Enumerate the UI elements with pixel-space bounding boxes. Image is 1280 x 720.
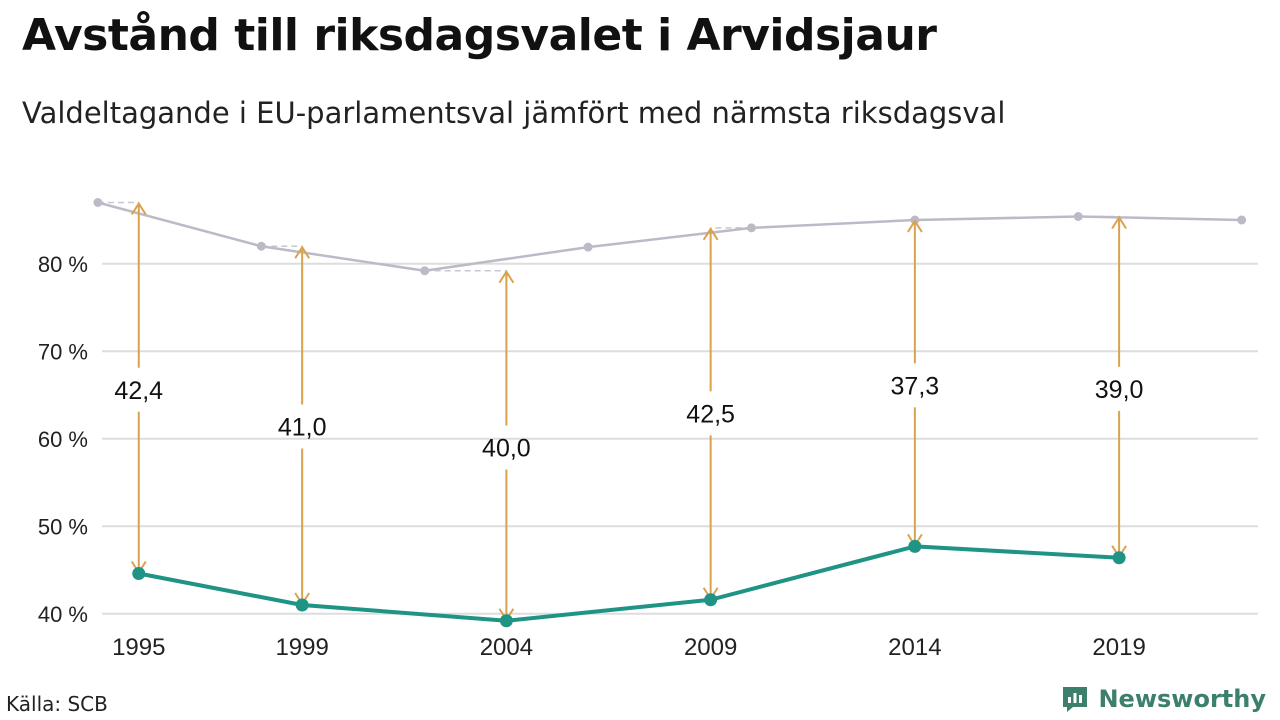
eu-point bbox=[908, 539, 922, 553]
x-tick-label: 1999 bbox=[275, 634, 328, 661]
y-axis: 40 % 50 % 60 % 70 % 80 % bbox=[38, 252, 88, 627]
riksdagsval-point bbox=[583, 242, 593, 252]
eu-point bbox=[132, 567, 146, 580]
y-tick-label: 50 % bbox=[38, 514, 88, 539]
gap-value-label: 37,3 bbox=[891, 372, 940, 400]
reference-dashes bbox=[97, 201, 1120, 272]
chart-title: Avstånd till riksdagsvalet i Arvidsjaur bbox=[22, 10, 937, 61]
y-tick-label: 80 % bbox=[38, 252, 88, 277]
x-tick-label: 1995 bbox=[112, 634, 165, 661]
eu-point bbox=[1112, 551, 1126, 565]
riksdagsval-point bbox=[420, 266, 430, 276]
gridlines bbox=[102, 262, 1258, 615]
arrow-head-up bbox=[907, 219, 923, 233]
gap-value-label: 41,0 bbox=[278, 414, 327, 442]
gap-value-label: 40,0 bbox=[482, 435, 531, 463]
arrow-head-up bbox=[498, 269, 515, 284]
gap-value-label: 42,4 bbox=[114, 377, 163, 405]
eu-series bbox=[132, 539, 1126, 628]
x-tick-label: 2019 bbox=[1092, 634, 1145, 661]
arrow-head-up bbox=[1111, 215, 1127, 230]
riksdagsval-series bbox=[93, 198, 1247, 276]
gap-value-label: 39,0 bbox=[1095, 376, 1144, 404]
newsworthy-logo-icon bbox=[1063, 687, 1088, 712]
source-note: Källa: SCB bbox=[6, 692, 108, 716]
riksdagsval-point bbox=[256, 241, 266, 251]
gap-value-label: 42,5 bbox=[686, 400, 735, 428]
gap-arrow: 42,4 bbox=[114, 201, 163, 575]
gap-arrow: 40,0 bbox=[482, 269, 531, 622]
riksdagsval-point bbox=[93, 198, 103, 207]
gap-arrow: 37,3 bbox=[891, 219, 940, 548]
gap-arrows: 42,4 41,0 40,0 42,5 37,3 39,0 bbox=[114, 201, 1144, 622]
eu-line bbox=[138, 544, 1120, 623]
y-tick-label: 70 % bbox=[38, 339, 88, 364]
riksdagsval-point bbox=[746, 223, 756, 233]
chart-subtitle: Valdeltagande i EU-parlamentsval jämfört… bbox=[22, 96, 1006, 130]
x-tick-label: 2004 bbox=[480, 634, 533, 661]
y-tick-label: 40 % bbox=[38, 602, 88, 627]
arrow-head-up bbox=[130, 201, 147, 216]
y-tick-label: 60 % bbox=[38, 427, 88, 452]
brand-name: Newsworthy bbox=[1098, 685, 1266, 713]
arrow-head-up bbox=[702, 227, 719, 241]
gap-arrow: 42,5 bbox=[686, 227, 735, 601]
arrow-head-up bbox=[294, 245, 310, 259]
riksdagsval-point bbox=[1237, 215, 1247, 225]
eu-point bbox=[295, 598, 309, 612]
riksdagsval-line bbox=[97, 201, 1242, 272]
x-tick-label: 2014 bbox=[888, 634, 941, 661]
x-tick-label: 2009 bbox=[684, 634, 737, 661]
x-axis: 1995 1999 2004 2009 2014 2019 bbox=[112, 634, 1146, 661]
eu-point bbox=[499, 614, 513, 628]
riksdagsval-point bbox=[1073, 212, 1083, 221]
eu-point bbox=[704, 593, 718, 607]
gap-arrow: 39,0 bbox=[1095, 215, 1144, 559]
gap-arrow: 41,0 bbox=[278, 245, 327, 606]
brand-logo: Newsworthy bbox=[1060, 684, 1266, 714]
